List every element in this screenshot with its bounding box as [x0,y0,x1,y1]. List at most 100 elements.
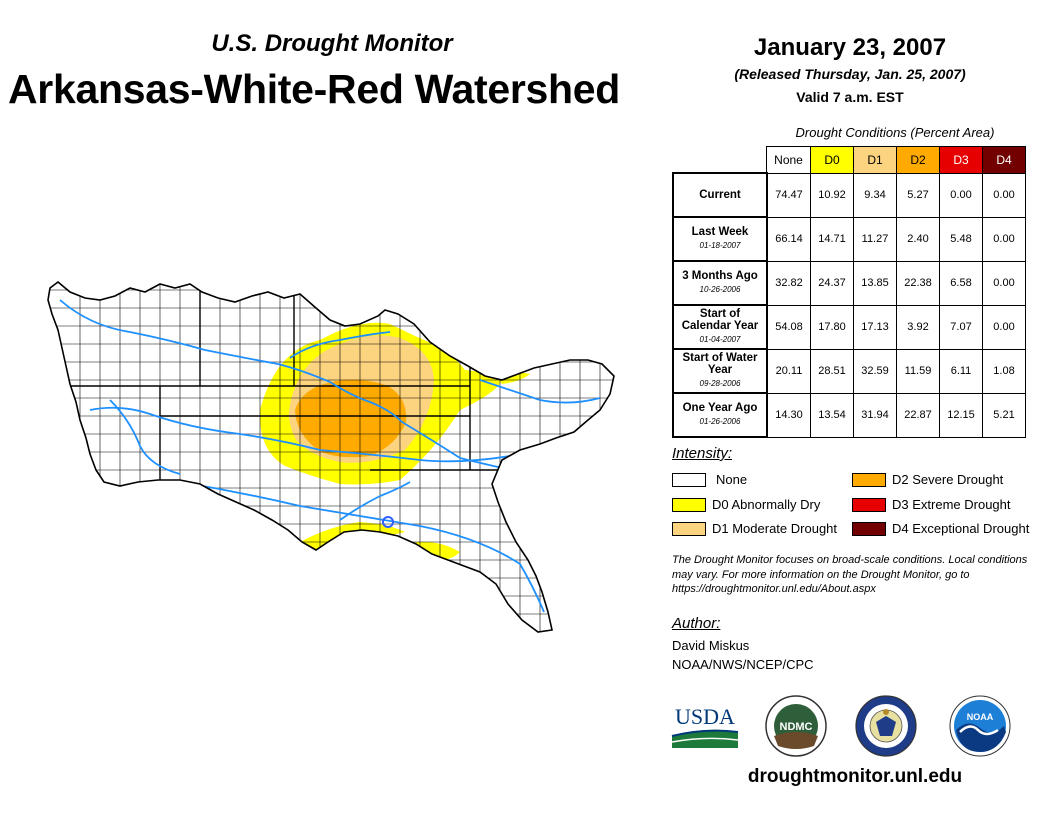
legend-d4-label: D4 Exceptional Drought [892,521,1030,536]
row-date: 10-26-2006 [699,285,741,294]
legend-d4-swatch [852,521,886,536]
row-date: 01-26-2006 [699,417,741,426]
state-boundaries [48,282,510,486]
rivers [59,299,601,613]
noaa-logo: NOAA [949,695,1011,757]
cell-d2: 22.38 [896,260,940,306]
legend-d2-label: D2 Severe Drought [892,472,1004,487]
map-title: Arkansas-White-Red Watershed [8,66,621,112]
header-d2: D2 [896,147,939,173]
conditions-header: None D0 D1 D2 D3 D4 [766,146,1026,173]
conditions-row: Start of Water Year 09-28-2006 20.11 28.51 3… [672,348,1026,394]
legend-d4: D4 Exceptional Drought [852,521,1029,536]
cell-none: 54.08 [766,304,811,350]
row-label-text: Start of Water Year [682,352,758,376]
row-date: 01-04-2007 [699,335,741,344]
cell-d4: 0.00 [982,216,1026,262]
cell-d4: 0.00 [982,172,1026,218]
cell-d4: 1.08 [982,348,1026,394]
cell-d4: 0.00 [982,304,1026,350]
row-label: Current [672,172,768,218]
reservoir-marker [382,516,394,528]
cell-d0: 13.54 [810,392,854,438]
header-d0: D0 [810,147,853,173]
legend-d3: D3 Extreme Drought [852,497,1011,512]
legend-d2-swatch [852,472,886,487]
row-label-text: One Year Ago [682,402,758,414]
cell-d3: 12.15 [939,392,983,438]
row-label: One Year Ago 01-26-2006 [672,392,768,438]
header-d4: D4 [982,147,1025,173]
row-label-text: Last Week [691,226,749,238]
watershed-map [47,281,615,633]
legend-d3-swatch [852,497,886,512]
d2-severe-drought-area [295,379,407,458]
cell-d4: 0.00 [982,260,1026,306]
cell-d1: 13.85 [853,260,897,306]
cell-d1: 11.27 [853,216,897,262]
legend-d0-label: D0 Abnormally Dry [712,497,821,512]
row-label-text: 3 Months Ago [682,270,758,282]
conditions-row: One Year Ago 01-26-2006 14.30 13.54 31.94 22.… [672,392,1026,438]
map-subtitle: U.S. Drought Monitor [211,30,453,57]
conditions-title: Drought Conditions (Percent Area) [795,125,995,140]
ndmc-logo-text: NDMC [780,721,813,733]
header-d1: D1 [853,147,896,173]
ndmc-logo: NDMC [765,695,827,757]
row-label: Last Week 01-18-2007 [672,216,768,262]
cell-d2: 11.59 [896,348,940,394]
row-date: 01-18-2007 [699,241,741,250]
cell-none: 74.47 [766,172,811,218]
conditions-row: 3 Months Ago 10-26-2006 32.82 24.37 13.85 22.… [672,260,1026,306]
cell-d1: 31.94 [853,392,897,438]
valid-time: Valid 7 a.m. EST [796,89,904,105]
conditions-table: Current 74.47 10.92 9.34 5.27 0.00 0.00 Last We… [672,172,1026,438]
cell-d3: 6.58 [939,260,983,306]
cell-d4: 5.21 [982,392,1026,438]
legend-none-swatch [672,472,706,487]
disclaimer-note: The Drought Monitor focuses on broad-sca… [672,554,1028,595]
legend-none: None [672,472,747,487]
legend-d1-swatch [672,521,706,536]
cell-d0: 28.51 [810,348,854,394]
usda-logo: USDA [671,704,739,748]
usda-logo-text: USDA [675,704,735,729]
legend-d3-label: D3 Extreme Drought [892,497,1011,512]
row-date: 09-28-2006 [699,379,741,388]
conditions-row: Current 74.47 10.92 9.34 5.27 0.00 0.00 [672,172,1026,218]
author-name: David Miskus [672,638,750,653]
cell-d1: 32.59 [853,348,897,394]
cell-d3: 5.48 [939,216,983,262]
map-date: January 23, 2007 [753,34,947,61]
release-date: (Released Thursday, Jan. 25, 2007) [734,66,966,82]
cell-d0: 10.92 [810,172,854,218]
header-none: None [767,147,810,173]
legend-d2: D2 Severe Drought [852,472,1003,487]
row-label: Start of Calendar Year 01-04-2007 [672,304,768,350]
legend-d0-swatch [672,497,706,512]
header-d3: D3 [939,147,982,173]
conditions-row: Start of Calendar Year 01-04-2007 54.08 17.… [672,304,1026,350]
author-label: Author: [672,615,721,632]
cell-d3: 0.00 [939,172,983,218]
cell-d2: 2.40 [896,216,940,262]
d0-southeast-area [415,541,460,561]
legend-none-label: None [716,472,748,487]
website-url[interactable]: droughtmonitor.unl.edu [747,766,963,787]
noaa-logo-text: NOAA [967,712,994,722]
cell-none: 32.82 [766,260,811,306]
conditions-row: Last Week 01-18-2007 66.14 14.71 11.27 2.40 5.… [672,216,1026,262]
row-label: Start of Water Year 09-28-2006 [672,348,768,394]
legend-d1-label: D1 Moderate Drought [712,521,838,536]
intensity-label: Intensity: [672,445,733,462]
cell-d3: 7.07 [939,304,983,350]
cell-d0: 24.37 [810,260,854,306]
cell-d0: 14.71 [810,216,854,262]
cell-none: 14.30 [766,392,811,438]
row-label-text: Start of Calendar Year [681,308,759,332]
row-label-text: Current [699,189,741,201]
legend-d0: D0 Abnormally Dry [672,497,820,512]
legend-d1: D1 Moderate Drought [672,521,837,536]
cell-none: 66.14 [766,216,811,262]
cell-d2: 22.87 [896,392,940,438]
